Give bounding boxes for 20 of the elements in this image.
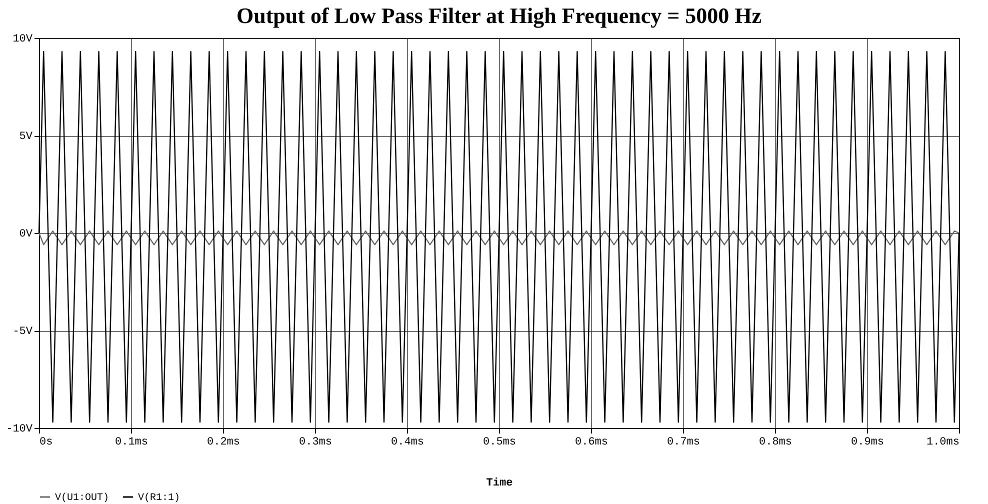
x-tick-label: 1.0ms <box>926 436 960 448</box>
y-tick-label: 0V <box>19 228 33 240</box>
x-tick-label: 0.2ms <box>206 436 240 448</box>
x-tick-label: 0.4ms <box>390 436 424 448</box>
y-tick-label: -5V <box>12 326 33 338</box>
x-tick-label: 0.9ms <box>850 436 884 448</box>
legend-label: V(R1:1) <box>138 492 180 504</box>
x-tick-label: 0.3ms <box>298 436 332 448</box>
x-tick-label: 0.6ms <box>574 436 608 448</box>
chart-title: Output of Low Pass Filter at High Frequency = 5000 Hz <box>236 3 762 28</box>
x-tick-label: 0.1ms <box>114 436 148 448</box>
x-tick-label: 0.5ms <box>482 436 516 448</box>
legend-label: V(U1:OUT) <box>55 492 110 504</box>
x-tick-label: 0.8ms <box>758 436 792 448</box>
x-tick-label: 0s <box>40 436 53 448</box>
y-tick-label: 5V <box>19 131 33 143</box>
y-tick-label: 10V <box>12 34 33 46</box>
x-tick-label: 0.7ms <box>666 436 700 448</box>
y-tick-label: -10V <box>6 424 33 436</box>
x-axis-title: Time <box>486 478 514 490</box>
